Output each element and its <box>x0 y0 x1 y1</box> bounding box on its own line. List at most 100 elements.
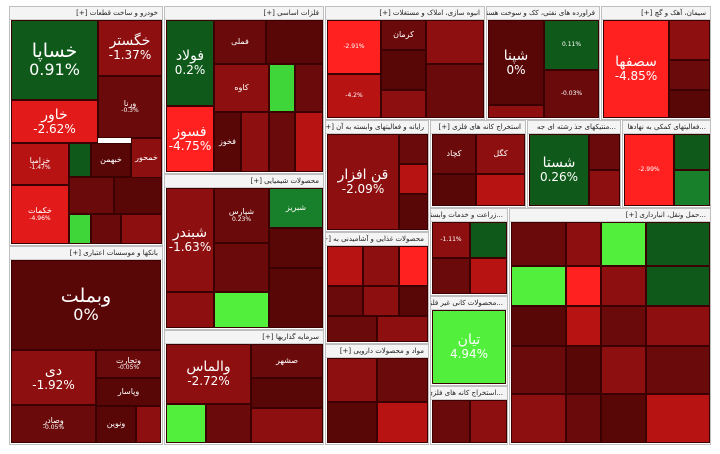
tile-food-a[interactable] <box>327 246 363 286</box>
sector-auto[interactable]: خودرو و ساخت قطعات [+] خساپا 0.91% خگستر… <box>9 6 163 246</box>
tile-cement-a[interactable] <box>669 20 710 60</box>
tile-misc-a[interactable] <box>511 222 566 266</box>
tile-vapasar[interactable]: وپاسار <box>96 378 161 406</box>
tile-food-g[interactable] <box>327 316 377 342</box>
sector-metals-header[interactable]: فلزات اساسی [+] <box>165 7 323 20</box>
sector-oil[interactable]: فراورده های نفتی، کک و سوخت هسته [+] شپن… <box>486 6 600 120</box>
tile-cer-b[interactable] <box>589 170 620 206</box>
tile-cement-c[interactable] <box>669 90 710 118</box>
tile-misc-k[interactable] <box>601 306 646 346</box>
sector-banks-header[interactable]: بانکها و موسسات اعتباری [+] <box>10 247 162 260</box>
tile-khasapa[interactable]: خساپا 0.91% <box>11 20 98 100</box>
tile-chem-c[interactable] <box>214 292 269 328</box>
tile-auto-a[interactable] <box>69 177 114 214</box>
tile-invest-b[interactable] <box>166 404 206 443</box>
sector-chemicals[interactable]: محصولات شیمیایی [+] شبندر -1.63% شپارس 0… <box>164 174 324 330</box>
tile-metals-d[interactable] <box>241 112 269 172</box>
tile-khazamia[interactable]: خزامیا -1.47% <box>11 143 69 185</box>
tile-shabriz[interactable]: شبریز <box>269 188 323 228</box>
sector-invest-header[interactable]: سرمایه گذاریها [+] <box>165 331 323 344</box>
tile-metals-e[interactable] <box>269 112 295 172</box>
tile-food-e[interactable] <box>363 286 399 316</box>
tile-misc-p[interactable] <box>646 346 710 394</box>
tile-multi-f[interactable] <box>381 90 426 118</box>
tile-cer-a[interactable] <box>589 134 620 170</box>
tile-misc-t[interactable] <box>646 394 710 443</box>
tile-pharma-d[interactable] <box>377 402 428 443</box>
sector-electric[interactable]: ...فعالیتهای کمکی به نهادها -2.99% <box>622 120 711 208</box>
sector-nonmetal[interactable]: ...محصولات کانی غیر فلزی [+] تیان 4.94% <box>430 296 508 386</box>
tile-trade-d[interactable] <box>470 258 507 294</box>
tile-metals-b[interactable] <box>269 64 295 112</box>
sector-multi[interactable]: انبوه سازی، املاک و مستغلات [+] -2.91% -… <box>325 6 485 120</box>
tile-shapna[interactable]: شپنا 0% <box>488 20 544 105</box>
tile-misc-q[interactable] <box>511 394 566 443</box>
tile-chem-a[interactable] <box>269 228 323 268</box>
tile-elec-b[interactable] <box>674 134 710 170</box>
tile-misc-i[interactable] <box>511 306 566 346</box>
tile-misc-f[interactable] <box>566 266 601 306</box>
tile-khgostar[interactable]: خگستر -1.37% <box>98 20 162 76</box>
tile-misc-o[interactable] <box>601 346 646 394</box>
sector-metals[interactable]: فلزات اساسی [+] فولاد 0.2% فملی فسوز -4.… <box>164 6 324 174</box>
tile-multi-c[interactable] <box>426 20 484 64</box>
sector-computer-header[interactable]: رایانه و فعالیتهای وابسته به آن [+] <box>326 121 428 134</box>
tile-khekmat[interactable]: خکمات -4.96% <box>11 185 69 244</box>
tile-misc-j[interactable] <box>566 306 601 346</box>
sector-chemicals-header[interactable]: محصولات شیمیایی [+] <box>165 175 323 188</box>
tile-trade-c[interactable] <box>432 258 470 294</box>
tile-pharma-b[interactable] <box>377 358 428 402</box>
tile-elec-a[interactable]: -2.99% <box>624 134 674 206</box>
tile-auto-b[interactable] <box>114 177 162 214</box>
tile-shparis[interactable]: شپارس 0.23% <box>214 188 269 243</box>
tile-multi-b[interactable]: -4.2% <box>327 74 381 118</box>
sector-trade-header[interactable]: ...زراعت و خدمات وابسته <box>431 209 507 222</box>
tile-comp-c[interactable] <box>399 194 428 230</box>
tile-auto-e[interactable] <box>121 214 162 244</box>
tile-kerman[interactable]: کرمان <box>381 20 426 50</box>
tile-multi-a[interactable]: -2.91% <box>327 20 381 74</box>
tile-misc-d[interactable] <box>646 222 710 266</box>
tile-metals-c[interactable] <box>295 64 323 112</box>
tile-misc-c[interactable] <box>601 222 646 266</box>
tile-ghanfa[interactable]: قن افزار -2.09% <box>327 134 399 230</box>
tile-cement-b[interactable] <box>669 60 710 90</box>
tile-trade-b[interactable] <box>470 222 507 258</box>
tile-fakhouz[interactable]: فخوز <box>214 112 241 172</box>
tile-metals-f[interactable] <box>295 112 323 172</box>
tile-comp-a[interactable] <box>399 134 428 164</box>
tile-metals-a[interactable] <box>266 20 323 64</box>
tile-mining-b[interactable] <box>476 174 525 206</box>
tile-vasamdar[interactable]: وصادر -0.05% <box>11 405 96 443</box>
sector-misc-header[interactable]: ...حمل ونقل، انبارداری [+] <box>510 209 710 222</box>
sector-trade[interactable]: ...زراعت و خدمات وابسته -1.11% <box>430 208 508 296</box>
tile-fesoz[interactable]: فسوز -4.75% <box>166 106 214 172</box>
tile-invest-d[interactable] <box>251 408 323 443</box>
sector-pharma-header[interactable]: مواد و محصولات دارویی [+] <box>326 345 428 358</box>
tile-khemehr[interactable]: خمحور <box>131 138 162 178</box>
tile-foolad[interactable]: فولاد 0.2% <box>166 20 214 106</box>
tile-sefouka[interactable]: سصفها -4.85% <box>603 20 669 118</box>
tile-invest-c[interactable] <box>206 404 251 443</box>
tile-vabmellat[interactable]: وبملت 0% <box>11 260 161 350</box>
sector-cement-header[interactable]: سیمان، آهک و گچ [+] <box>602 7 710 20</box>
tile-misc-l[interactable] <box>646 306 710 346</box>
tile-auto-d[interactable] <box>91 214 121 244</box>
sector-pharma[interactable]: مواد و محصولات دارویی [+] <box>325 344 429 445</box>
sector-invest[interactable]: سرمایه گذاریها [+] والماس -2.72% صشهر <box>164 330 324 445</box>
tile-multi-e[interactable] <box>426 64 484 118</box>
sector-mining-header[interactable]: استخراج کانه های فلزی [+] <box>431 121 525 134</box>
tile-valmas[interactable]: والماس -2.72% <box>166 344 251 404</box>
tile-tayan[interactable]: تیان 4.94% <box>432 310 506 384</box>
sector-electric-header[interactable]: ...فعالیتهای کمکی به نهادها <box>623 121 710 134</box>
tile-sabshahr[interactable]: صشهر <box>251 344 323 378</box>
sector-transport[interactable]: ...استخراج کانه های فلزی <box>430 386 508 445</box>
tile-food-c[interactable] <box>399 246 428 286</box>
tile-comp-b[interactable] <box>399 164 428 194</box>
tile-misc-r[interactable] <box>566 394 601 443</box>
sector-computer[interactable]: رایانه و فعالیتهای وابسته به آن [+] قن ا… <box>325 120 429 232</box>
tile-fameli[interactable]: فملی <box>214 20 266 64</box>
sector-nonmetal-header[interactable]: ...محصولات کانی غیر فلزی [+] <box>431 297 507 310</box>
tile-mining-a[interactable] <box>432 174 476 206</box>
sector-auto-header[interactable]: خودرو و ساخت قطعات [+] <box>10 7 162 20</box>
